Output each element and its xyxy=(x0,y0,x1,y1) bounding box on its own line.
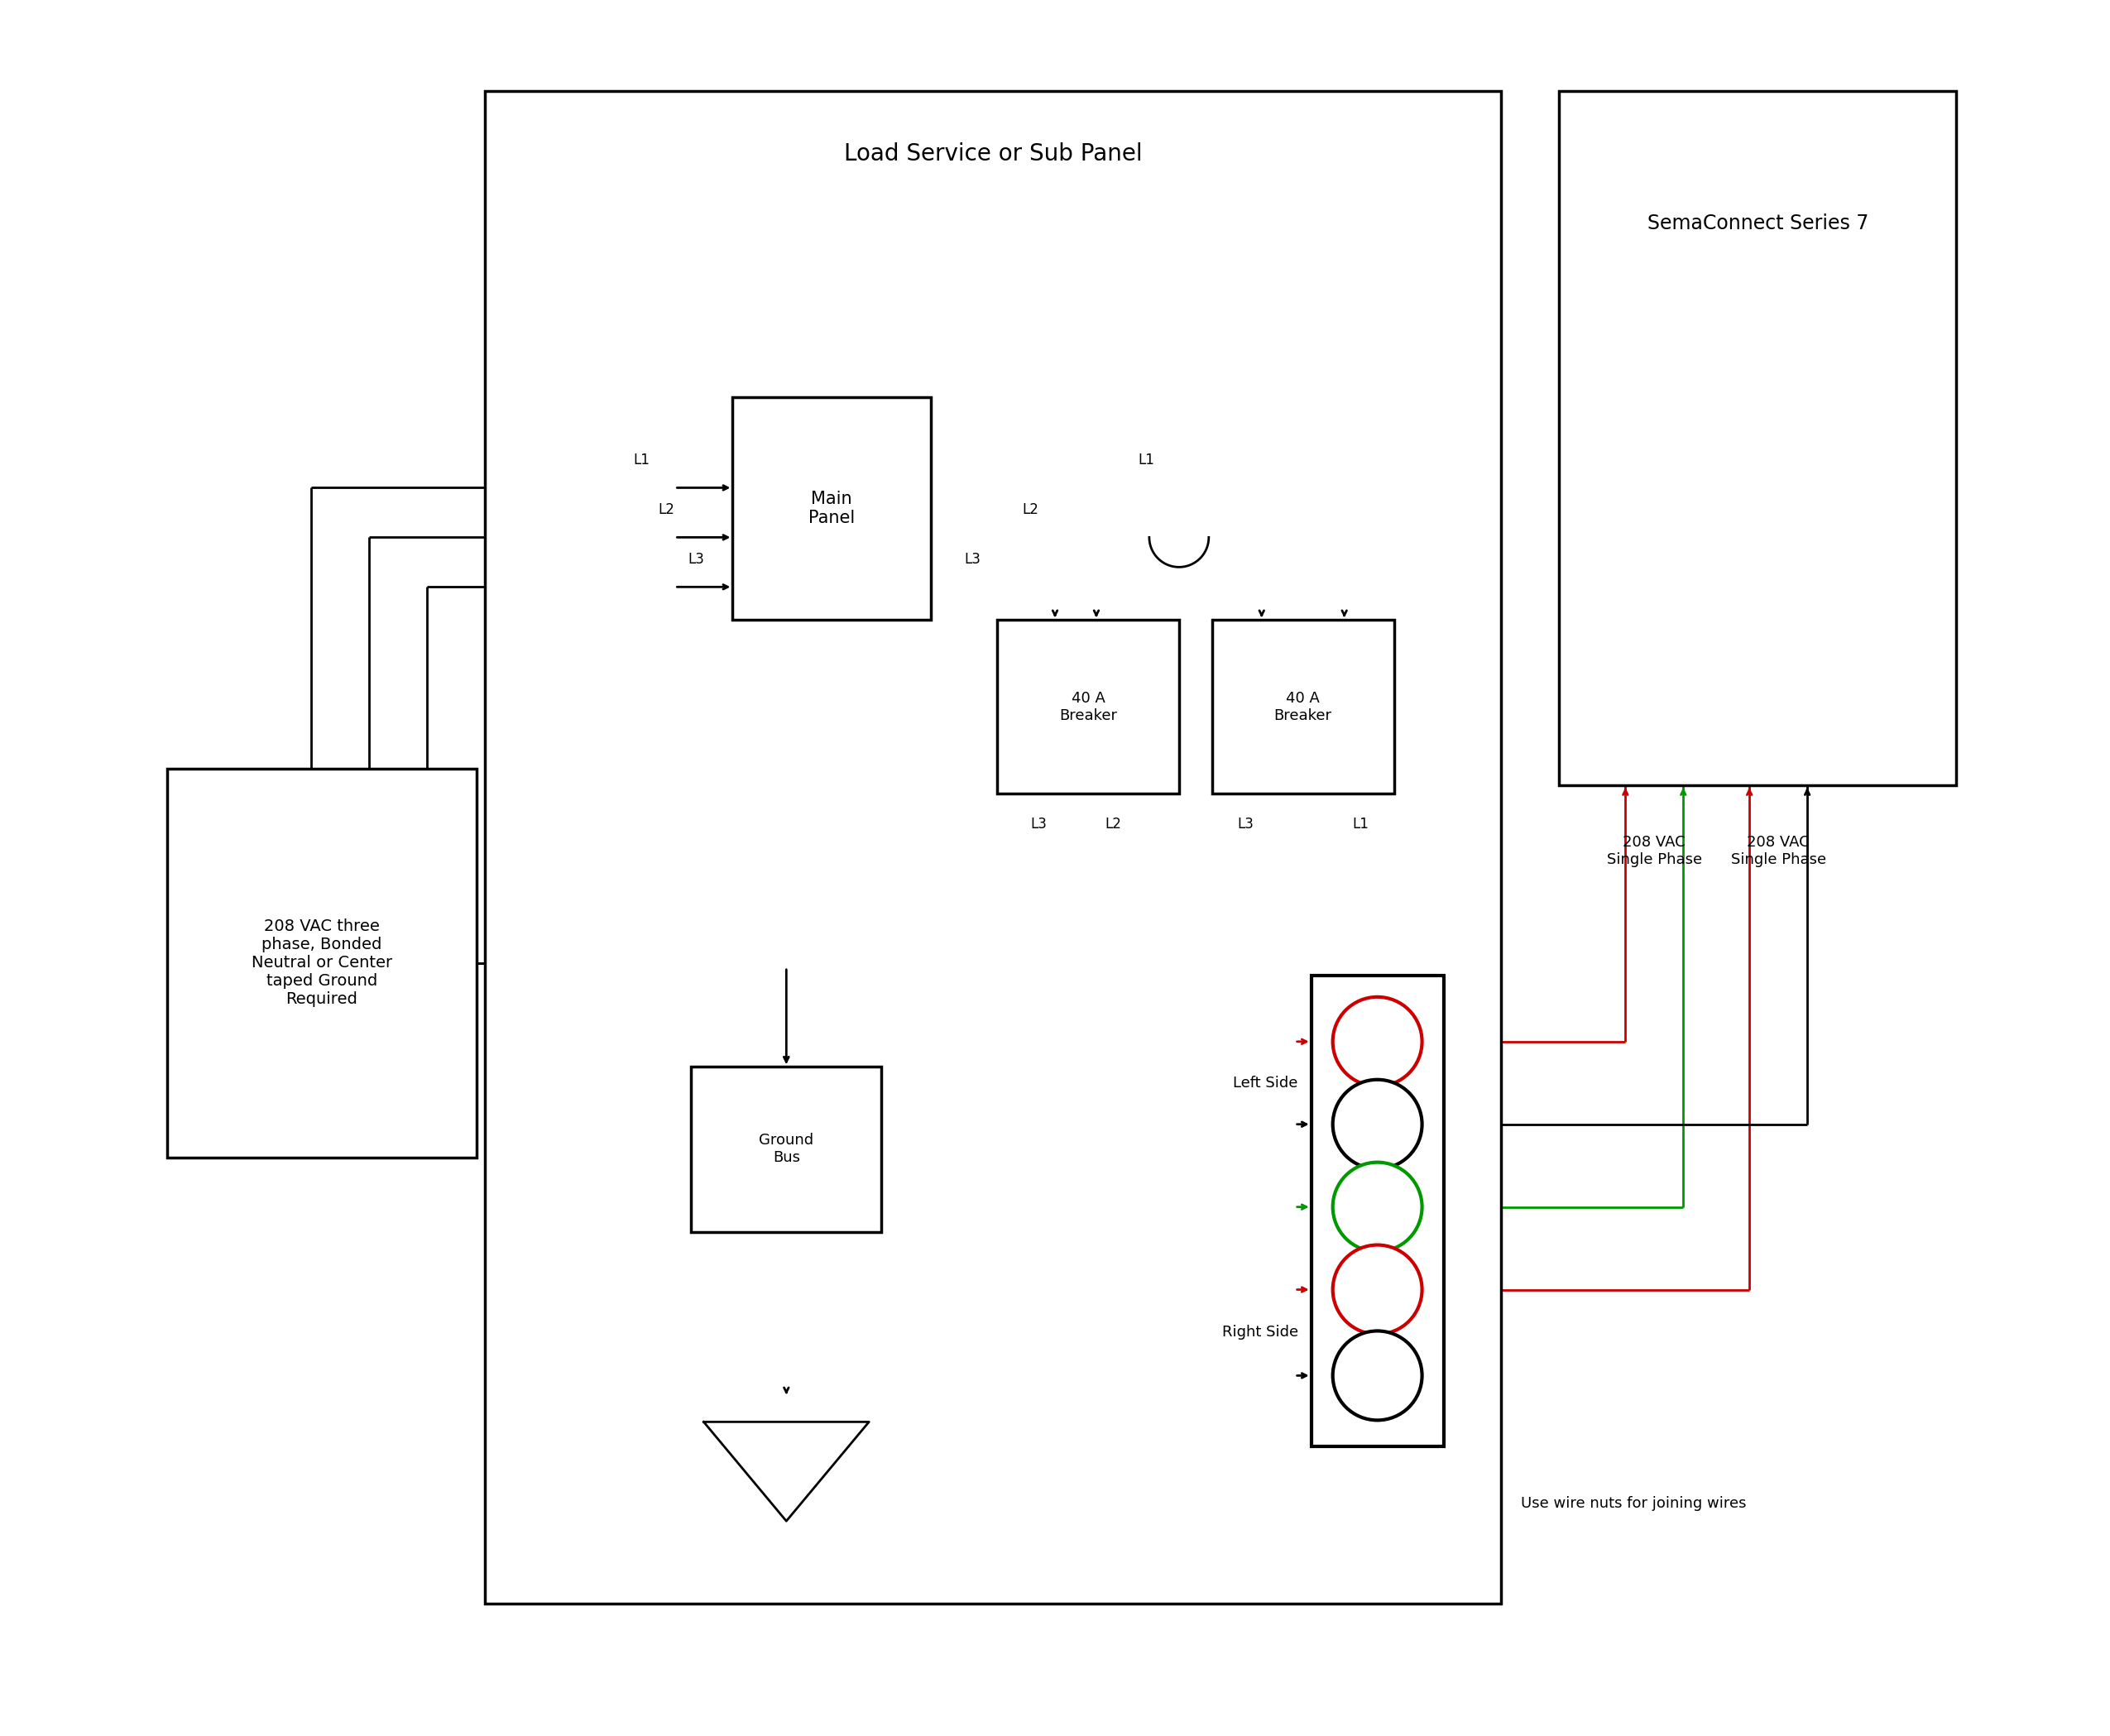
Bar xyxy=(692,1066,882,1233)
Text: 208 VAC
Single Phase: 208 VAC Single Phase xyxy=(1606,835,1703,866)
Text: Main
Panel: Main Panel xyxy=(808,491,855,526)
Text: 40 A
Breaker: 40 A Breaker xyxy=(1059,691,1116,722)
Circle shape xyxy=(1334,1245,1422,1335)
Text: Right Side: Right Side xyxy=(1222,1325,1298,1340)
Text: L2: L2 xyxy=(1021,503,1038,517)
Text: 208 VAC three
phase, Bonded
Neutral or Center
taped Ground
Required: 208 VAC three phase, Bonded Neutral or C… xyxy=(251,918,392,1007)
Text: Left Side: Left Side xyxy=(1232,1076,1298,1090)
Text: SemaConnect Series 7: SemaConnect Series 7 xyxy=(1648,214,1867,233)
Circle shape xyxy=(1334,1080,1422,1168)
Text: L2: L2 xyxy=(658,503,675,517)
Bar xyxy=(485,90,1502,1604)
Circle shape xyxy=(1334,1332,1422,1420)
Text: L3: L3 xyxy=(1030,816,1047,832)
Text: L1: L1 xyxy=(1353,816,1369,832)
Bar xyxy=(1310,976,1443,1446)
Text: L2: L2 xyxy=(1106,816,1120,832)
Text: Load Service or Sub Panel: Load Service or Sub Panel xyxy=(844,142,1142,165)
Text: L3: L3 xyxy=(964,552,981,568)
Text: 208 VAC
Single Phase: 208 VAC Single Phase xyxy=(1730,835,1825,866)
Text: L3: L3 xyxy=(688,552,705,568)
Text: L1: L1 xyxy=(633,453,650,469)
Circle shape xyxy=(1334,996,1422,1087)
Bar xyxy=(1211,620,1395,793)
Bar xyxy=(1559,90,1956,785)
Text: Use wire nuts for joining wires: Use wire nuts for joining wires xyxy=(1521,1496,1747,1510)
Text: Ground
Bus: Ground Bus xyxy=(760,1134,814,1165)
Text: L1: L1 xyxy=(1137,453,1154,469)
Text: 40 A
Breaker: 40 A Breaker xyxy=(1274,691,1331,722)
Bar xyxy=(732,398,931,620)
Circle shape xyxy=(1334,1163,1422,1252)
Text: L3: L3 xyxy=(1236,816,1253,832)
Bar xyxy=(998,620,1179,793)
Bar xyxy=(167,769,477,1158)
